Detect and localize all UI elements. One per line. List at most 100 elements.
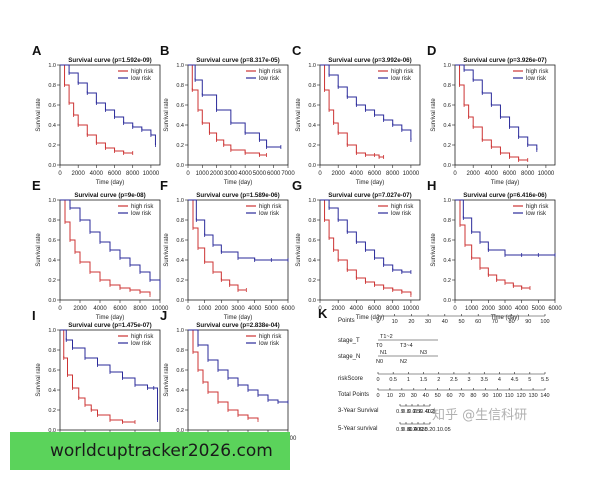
y-tick-label: 0.6 bbox=[176, 368, 184, 374]
nomogram-tick-label: 50 bbox=[458, 319, 464, 325]
y-tick-label: 0.8 bbox=[176, 218, 184, 224]
panel-title: Survival curve (p=3.926e-07) bbox=[463, 57, 546, 64]
y-tick-label: 0.0 bbox=[308, 163, 316, 169]
panel-letter: J bbox=[160, 308, 167, 323]
nomogram-row-label: Total Points bbox=[338, 392, 369, 398]
x-tick-label: 1000 bbox=[198, 306, 212, 312]
y-axis-label: Survival rate bbox=[36, 98, 42, 132]
y-axis-label: Survival rate bbox=[296, 233, 302, 267]
x-tick-label: 2000 bbox=[482, 306, 496, 312]
panel-title: Survival curve (p=6.416e-06) bbox=[463, 192, 546, 199]
panel-letter: K bbox=[318, 306, 328, 321]
plot-frame bbox=[319, 64, 421, 166]
y-tick-label: 0.4 bbox=[443, 258, 451, 264]
x-tick-label: 0 bbox=[318, 171, 322, 177]
y-tick-label: 1.0 bbox=[48, 328, 56, 334]
survival-panel-G: G Survival curve (p=7.027e-07) 0.0 0.2 0.4 0.… bbox=[292, 178, 421, 321]
y-tick-label: 0.0 bbox=[443, 163, 451, 169]
y-tick-label: 0.2 bbox=[308, 143, 316, 149]
legend-label-high: high risk bbox=[259, 69, 282, 75]
legend-label-low: low risk bbox=[526, 76, 547, 82]
y-tick-label: 0.2 bbox=[443, 278, 451, 284]
nomogram-tick-label: 100 bbox=[540, 319, 549, 325]
nomogram-tick-label: 130 bbox=[528, 393, 537, 399]
x-tick-label: 7000 bbox=[281, 171, 295, 177]
nomogram-row-label: stage_N bbox=[338, 354, 360, 360]
nomogram-row-label: Points bbox=[338, 318, 355, 324]
x-tick-label: 5000 bbox=[265, 306, 279, 312]
nomogram-row-label: stage_T bbox=[338, 338, 360, 344]
km-curve-low bbox=[455, 64, 538, 150]
survival-panel-A: A Survival curve (p=1.592e-09) 0.0 0.2 0.4 0.… bbox=[32, 43, 161, 186]
x-tick-label: 3000 bbox=[231, 306, 245, 312]
y-axis-label: Survival rate bbox=[164, 233, 170, 267]
panel-letter: G bbox=[292, 178, 302, 193]
x-tick-label: 0 bbox=[453, 306, 457, 312]
y-tick-label: 0.0 bbox=[48, 428, 56, 434]
km-curve-low bbox=[60, 64, 156, 145]
nomogram-tick-label: 40 bbox=[442, 319, 448, 325]
x-tick-label: 6000 bbox=[368, 171, 382, 177]
plot-frame bbox=[319, 199, 421, 301]
x-tick-label: 6000 bbox=[281, 306, 295, 312]
y-tick-label: 0.8 bbox=[176, 83, 184, 89]
plot-frame bbox=[187, 329, 289, 431]
x-tick-label: 6000 bbox=[113, 306, 127, 312]
x-tick-label: 1000 bbox=[465, 306, 479, 312]
x-tick-label: 2000 bbox=[332, 171, 346, 177]
nomogram-level-label: N0 bbox=[376, 359, 383, 365]
panel-letter: B bbox=[160, 43, 169, 58]
y-tick-label: 0.6 bbox=[48, 103, 56, 109]
y-tick-label: 0.4 bbox=[48, 258, 56, 264]
y-tick-label: 0.4 bbox=[443, 123, 451, 129]
x-tick-label: 8000 bbox=[386, 306, 400, 312]
y-tick-label: 0.6 bbox=[48, 238, 56, 244]
nomogram-tick-label: 4 bbox=[498, 377, 501, 383]
panel-title: Survival curve (p=8.317e-05) bbox=[196, 57, 279, 64]
nomogram-level-label: N1 bbox=[380, 350, 387, 356]
plot-frame bbox=[59, 64, 161, 166]
watermark-banner: worldcuptracker2026.com bbox=[10, 432, 290, 470]
y-tick-label: 1.0 bbox=[48, 198, 56, 204]
watermark-cn: 知乎 @生信科研 bbox=[432, 408, 528, 423]
x-tick-label: 0 bbox=[58, 171, 62, 177]
x-tick-label: 10000 bbox=[152, 306, 169, 312]
x-tick-label: 6000 bbox=[267, 171, 281, 177]
nomogram-tick-label: 90 bbox=[525, 319, 531, 325]
x-tick-label: 4000 bbox=[485, 171, 499, 177]
x-tick-label: 0 bbox=[186, 171, 190, 177]
x-tick-label: 8000 bbox=[126, 171, 140, 177]
y-tick-label: 0.0 bbox=[176, 428, 184, 434]
nomogram-row-label: riskScore bbox=[338, 376, 364, 382]
x-tick-label: 4000 bbox=[93, 306, 107, 312]
nomogram-tick-label: 1 bbox=[407, 377, 410, 383]
y-tick-label: 1.0 bbox=[176, 63, 184, 69]
y-tick-label: 0.4 bbox=[308, 258, 316, 264]
survival-panel-E: E Survival curve (p=9e-08) 0.0 0.2 0.4 0.6 0.8… bbox=[32, 178, 169, 321]
nomogram-tick-label: 30 bbox=[411, 393, 417, 399]
survival-panel-H: H Survival curve (p=6.416e-06) 0.0 0.2 0.4 0.… bbox=[427, 178, 562, 321]
x-axis-label: Time (day) bbox=[356, 180, 384, 186]
x-tick-label: 2000 bbox=[215, 306, 229, 312]
y-tick-label: 0.0 bbox=[176, 298, 184, 304]
x-tick-label: 3000 bbox=[498, 306, 512, 312]
nomogram-tick-label: 0.5 bbox=[420, 427, 428, 433]
nomogram-tick-label: 0.2 bbox=[426, 409, 434, 415]
x-tick-label: 4000 bbox=[515, 306, 529, 312]
panel-letter: I bbox=[32, 308, 36, 323]
nomogram-tick-label: 110 bbox=[505, 393, 514, 399]
legend-label-high: high risk bbox=[259, 334, 282, 340]
km-curve-low bbox=[455, 199, 555, 256]
y-tick-label: 0.4 bbox=[176, 388, 184, 394]
x-tick-label: 1000 bbox=[196, 171, 210, 177]
survival-panel-B: B Survival curve (p=8.317e-05) 0.0 0.2 0.4 0.… bbox=[160, 43, 295, 186]
legend-label-high: high risk bbox=[131, 69, 154, 75]
y-tick-label: 1.0 bbox=[176, 328, 184, 334]
x-tick-label: 10000 bbox=[403, 306, 420, 312]
x-tick-label: 0 bbox=[453, 171, 457, 177]
y-tick-label: 0.4 bbox=[308, 123, 316, 129]
y-tick-label: 0.4 bbox=[48, 123, 56, 129]
x-axis-label: Time (day) bbox=[224, 315, 252, 321]
x-tick-label: 8000 bbox=[386, 171, 400, 177]
y-tick-label: 0.0 bbox=[48, 298, 56, 304]
